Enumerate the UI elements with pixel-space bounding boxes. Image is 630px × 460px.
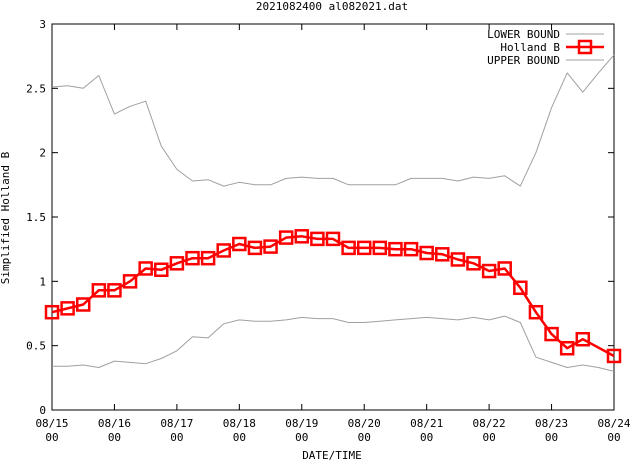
data-point-marker [466, 256, 481, 271]
data-point-marker [450, 252, 466, 267]
upper-bound-line [51, 54, 615, 187]
legend-marker [577, 39, 593, 55]
data-point-marker [138, 261, 153, 276]
data-point-marker [154, 262, 169, 278]
plot-frame [51, 23, 615, 411]
data-point-marker [513, 280, 528, 296]
x-tick-label-date: 08/20 [348, 417, 381, 430]
data-point-marker [310, 231, 325, 247]
data-point-marker [435, 247, 450, 262]
x-tick-label-time: 00 [545, 431, 558, 444]
y-axis-label: Simplified Holland B [0, 151, 12, 284]
x-tick-label-date: 08/24 [597, 417, 630, 430]
data-point-marker [497, 261, 512, 276]
data-point-marker [247, 240, 263, 256]
data-point-marker [278, 230, 294, 245]
x-tick-label-time: 00 [482, 431, 495, 444]
data-point-marker [200, 250, 216, 266]
data-point-marker [341, 240, 356, 256]
data-point-marker [263, 239, 278, 254]
data-point-marker [575, 331, 591, 347]
data-point-marker [60, 301, 75, 316]
x-tick-label-date: 08/22 [473, 417, 506, 430]
x-tick-label-date: 08/18 [223, 417, 256, 430]
data-point-marker [185, 250, 200, 266]
y-tick-label: 1 [39, 275, 46, 288]
y-tick-label: 3 [39, 18, 46, 31]
x-tick-label-time: 00 [170, 431, 183, 444]
y-tick-label: 0 [39, 404, 46, 417]
x-axis-label: DATE/TIME [302, 449, 362, 460]
x-tick-label-date: 08/16 [98, 417, 131, 430]
x-tick-label-time: 00 [233, 431, 246, 444]
data-point-marker [75, 297, 91, 312]
data-point-marker [481, 263, 497, 279]
data-point-marker [356, 240, 372, 256]
x-tick-label-time: 00 [295, 431, 308, 444]
data-point-marker [544, 326, 559, 342]
x-tick-label-time: 00 [420, 431, 433, 444]
legend-label: Holland B [500, 41, 560, 54]
legend-label: LOWER BOUND [487, 28, 560, 41]
x-tick-label-time: 00 [607, 431, 620, 444]
data-point-marker [606, 348, 622, 364]
x-tick-label-time: 00 [108, 431, 121, 444]
data-point-marker [91, 283, 107, 298]
chart-title: 2021082400 al082021.dat [256, 0, 408, 13]
data-point-marker [528, 304, 544, 320]
y-tick-label: 2 [39, 147, 46, 160]
data-point-marker [372, 240, 388, 256]
holland-b-line [51, 235, 615, 358]
data-point-marker [216, 243, 231, 258]
data-point-marker [559, 340, 575, 356]
data-point-marker [403, 241, 419, 257]
data-point-marker [122, 274, 138, 289]
x-tick-label-date: 08/19 [285, 417, 318, 430]
x-tick-label-date: 08/21 [410, 417, 443, 430]
data-point-marker [388, 241, 403, 257]
data-point-marker [169, 256, 185, 271]
x-tick-label-time: 00 [45, 431, 58, 444]
x-tick-label-time: 00 [358, 431, 371, 444]
data-point-marker [107, 283, 122, 298]
x-tick-label-date: 08/15 [35, 417, 68, 430]
data-point-marker [44, 304, 60, 320]
data-point-marker [294, 229, 310, 244]
data-point-marker [419, 245, 434, 261]
lower-bound-line [52, 315, 615, 372]
plot-area: 00.511.522.5308/150008/160008/170008/180… [26, 18, 630, 444]
x-tick-label-date: 08/23 [535, 417, 568, 430]
y-tick-label: 2.5 [26, 82, 46, 95]
y-tick-label: 0.5 [26, 340, 46, 353]
x-tick-label-date: 08/17 [160, 417, 193, 430]
legend-label: UPPER BOUND [487, 54, 560, 67]
data-point-marker [232, 236, 247, 252]
y-tick-label: 1.5 [26, 211, 46, 224]
data-point-marker [325, 231, 341, 247]
